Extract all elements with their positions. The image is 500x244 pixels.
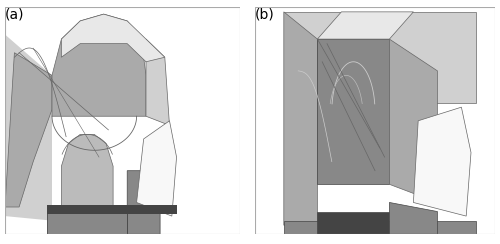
Polygon shape — [318, 212, 390, 234]
Polygon shape — [136, 121, 176, 216]
Polygon shape — [48, 212, 127, 234]
Polygon shape — [318, 39, 390, 184]
Polygon shape — [48, 205, 176, 214]
Polygon shape — [390, 203, 438, 234]
Text: (a): (a) — [5, 7, 24, 21]
Polygon shape — [318, 12, 414, 39]
Text: (b): (b) — [255, 7, 275, 21]
Polygon shape — [52, 14, 146, 116]
Polygon shape — [284, 12, 476, 103]
Polygon shape — [127, 171, 160, 234]
Polygon shape — [5, 35, 52, 221]
Polygon shape — [62, 14, 165, 62]
Polygon shape — [284, 12, 318, 225]
Polygon shape — [414, 107, 471, 216]
Polygon shape — [62, 134, 113, 212]
Polygon shape — [390, 39, 438, 203]
Polygon shape — [146, 39, 170, 125]
Polygon shape — [284, 221, 476, 234]
Polygon shape — [5, 53, 52, 207]
